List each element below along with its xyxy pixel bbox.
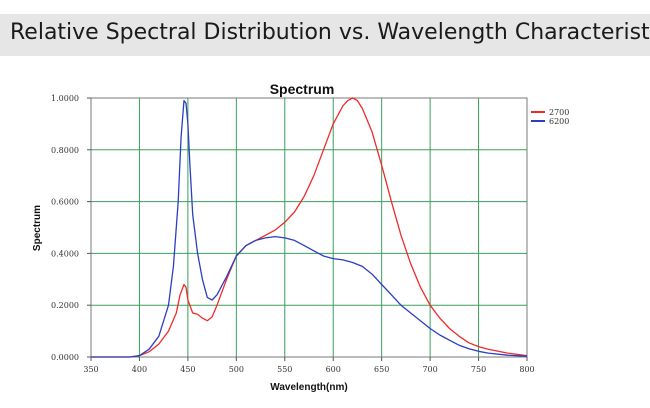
x-tick-label: 450 <box>180 365 195 374</box>
series-line-2700 <box>91 97 528 358</box>
x-tick-label: 700 <box>422 365 437 374</box>
y-tick-label: 0.0000 <box>51 353 79 362</box>
x-tick-label: 550 <box>277 365 292 374</box>
y-tick-label: 1.0000 <box>51 94 79 103</box>
chart-title: Spectrum <box>270 81 335 97</box>
y-tick-label: 0.8000 <box>51 146 79 155</box>
y-tick-label: 0.6000 <box>51 198 79 207</box>
x-tick-label: 400 <box>132 365 147 374</box>
page-title: Relative Spectral Distribution vs. Wavel… <box>10 20 650 45</box>
x-tick-label: 600 <box>326 365 341 374</box>
header-band <box>0 14 650 56</box>
y-tick-label: 0.2000 <box>51 301 79 310</box>
x-tick-label: 800 <box>519 365 534 374</box>
x-tick-label: 350 <box>83 365 98 374</box>
series-group <box>91 97 528 358</box>
x-axis-label: Wavelength(nm) <box>270 382 347 393</box>
y-axis-label: Spectrum <box>32 205 43 251</box>
y-tick-label: 0.4000 <box>51 249 79 258</box>
legend-label-6200: 6200 <box>549 117 569 126</box>
ticks: 350 400 450 500 550 600 650 700 750 800 0.0000 0.20… <box>51 94 535 374</box>
x-tick-label: 650 <box>374 365 389 374</box>
chart-canvas <box>22 72 546 400</box>
plot-frame <box>90 97 528 358</box>
series-line-6200 <box>91 99 528 358</box>
x-tick-label: 750 <box>471 365 486 374</box>
grid <box>91 98 527 357</box>
legend-label-2700: 2700 <box>549 108 569 117</box>
x-tick-label: 500 <box>229 365 244 374</box>
